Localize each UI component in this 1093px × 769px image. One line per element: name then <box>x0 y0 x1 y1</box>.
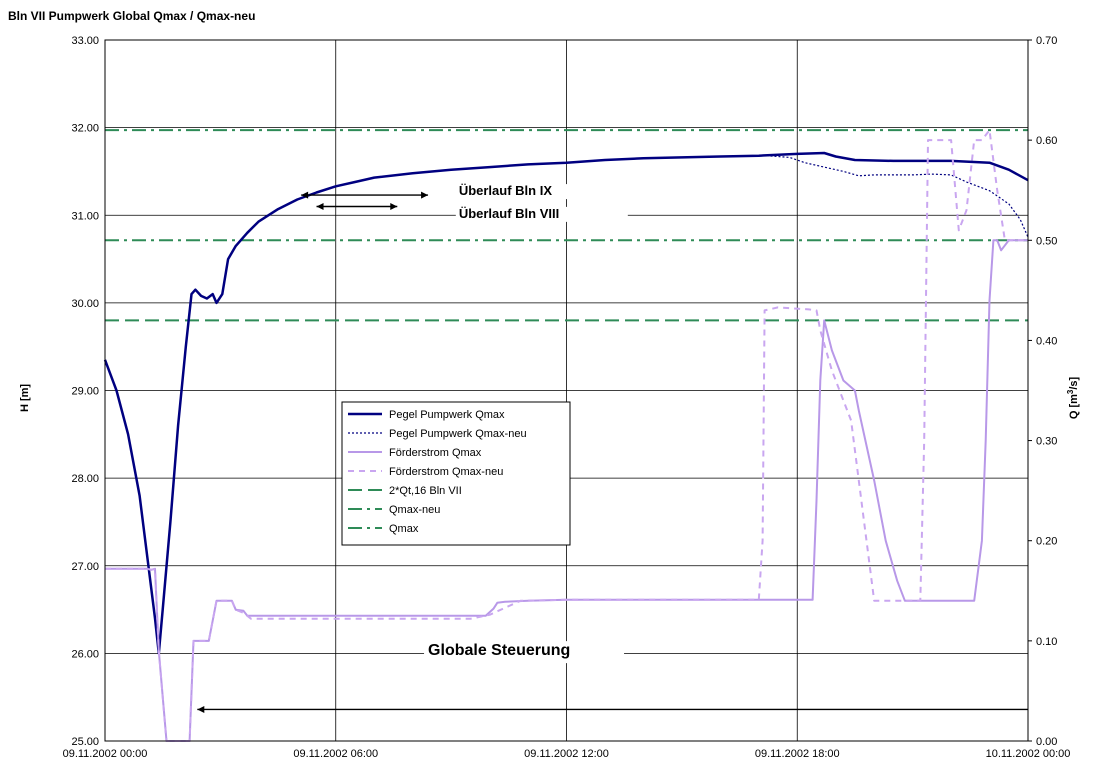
legend: Pegel Pumpwerk Qmax Pegel Pumpwerk Qmax-n… <box>341 401 571 546</box>
axis-ticks: 25.00 26.00 27.00 28.00 29.00 30.00 31.00 32.00… <box>63 35 1071 760</box>
annotation-label-bg <box>455 184 628 200</box>
y-left-tick-label: 28.00 <box>71 473 99 485</box>
annotation-label-bg <box>455 206 628 222</box>
series-line <box>105 129 1028 742</box>
arrow-head <box>301 191 309 199</box>
annotations: Überlauf Bln IX Überlauf Bln VIII Globale … <box>197 183 1028 713</box>
y-right-tick-label: 0.50 <box>1036 235 1057 247</box>
y-left-tick-label: 26.00 <box>71 648 99 660</box>
legend-label: Förderstrom Qmax <box>389 447 482 459</box>
plot-area-border <box>104 39 1029 742</box>
y-left-tick-label: 32.00 <box>71 123 99 135</box>
legend-label: Pegel Pumpwerk Qmax-neu <box>389 428 527 440</box>
y-axis-left-label: H [m] <box>19 384 31 412</box>
grid <box>104 39 1029 742</box>
chart-title: Bln VII Pumpwerk Global Qmax / Qmax-neu <box>8 9 255 23</box>
y-left-tick-label: 31.00 <box>71 210 99 222</box>
legend-label: Qmax-neu <box>389 504 440 516</box>
y-right-tick-label: 0.60 <box>1036 135 1057 147</box>
y-right-tick-label: 0.40 <box>1036 335 1057 347</box>
y-right-tick-label: 0.30 <box>1036 436 1057 448</box>
legend-box <box>341 401 571 546</box>
legend-label: Qmax <box>389 523 419 535</box>
x-tick-label: 09.11.2002 06:00 <box>293 748 378 760</box>
legend-label: Förderstrom Qmax-neu <box>389 466 503 478</box>
annotation-label: Überlauf Bln IX <box>459 183 553 198</box>
reference-lines <box>105 129 1028 322</box>
series-line <box>103 151 1029 655</box>
y-left-tick-label: 29.00 <box>71 386 99 398</box>
y-right-tick-label: 0.10 <box>1036 636 1057 648</box>
x-tick-label: 10.11.2002 00:00 <box>986 748 1071 760</box>
legend-label: 2*Qt,16 Bln VII <box>389 485 462 497</box>
x-tick-label: 09.11.2002 18:00 <box>755 748 840 760</box>
y-left-tick-label: 27.00 <box>71 561 99 573</box>
arrow-head <box>390 202 398 210</box>
series-line <box>766 155 1029 238</box>
legend-label: Pegel Pumpwerk Qmax <box>389 409 505 421</box>
x-tick-label: 09.11.2002 12:00 <box>524 748 609 760</box>
annotation-label: Überlauf Bln VIII <box>459 206 559 221</box>
y-axis-right-label: Q [m3/s] <box>1066 376 1080 419</box>
y-right-tick-label: 0.00 <box>1036 736 1057 748</box>
annotation-label: Globale Steuerung <box>428 642 570 659</box>
arrow-head <box>421 191 429 199</box>
x-tick-label: 09.11.2002 00:00 <box>63 748 148 760</box>
y-axis-right-label-tail: /s] <box>1068 376 1080 389</box>
y-left-tick-label: 25.00 <box>71 736 99 748</box>
y-left-tick-label: 30.00 <box>71 298 99 310</box>
series-lines <box>103 129 1029 742</box>
y-left-tick-label: 33.00 <box>71 35 99 47</box>
y-axis-right-label-main: Q [m <box>1068 394 1080 419</box>
y-right-tick-label: 0.20 <box>1036 536 1057 548</box>
y-right-tick-label: 0.70 <box>1036 35 1057 47</box>
y-axis-right-label-sup: 3 <box>1066 389 1075 394</box>
arrow-head <box>197 705 205 713</box>
arrow-head <box>316 202 324 210</box>
annotation-label-bg <box>424 641 625 664</box>
